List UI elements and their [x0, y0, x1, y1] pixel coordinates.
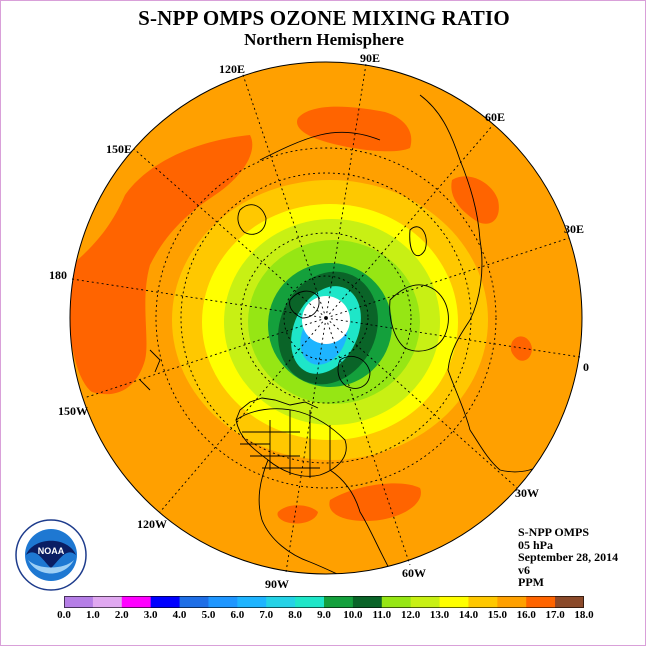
lon-label-30w: 30W [515, 486, 539, 500]
lon-label-30e: 30E [564, 222, 585, 236]
logo-bird [26, 540, 76, 568]
colorbar-tick-label: 7.0 [259, 609, 274, 621]
latitude-circle [240, 232, 412, 404]
colorbar-swatch [526, 596, 556, 608]
colorbar-swatch [439, 596, 469, 608]
ozone-band-15 [70, 135, 253, 395]
ozone-band-15 [277, 505, 318, 524]
colorbar-tick-label: 9.0 [317, 609, 331, 621]
colorbar-swatch [410, 596, 441, 608]
graticule [71, 63, 581, 573]
colorbar-tick-label: 18.0 [574, 609, 594, 621]
colorbar-tick-label: 17.0 [545, 609, 565, 621]
ozone-band-15 [451, 176, 499, 224]
colorbar [64, 596, 584, 608]
colorbar-tick-label: 15.0 [487, 609, 507, 621]
colorbar-tick-label: 13.0 [429, 609, 450, 621]
colorbar-swatch [237, 596, 267, 608]
ozone-field [70, 62, 582, 574]
lon-label-120w: 120W [137, 517, 167, 531]
ozone-band-15 [329, 483, 421, 522]
lon-label-90e: 90E [360, 51, 381, 65]
noaa-logo: NOAA [15, 519, 87, 591]
ozone-band-15 [510, 336, 532, 361]
colorbar-tick-label: 5.0 [201, 609, 216, 621]
colorbar-swatch [64, 596, 94, 608]
lon-label-150e: 150E [106, 142, 133, 156]
lon-label-60w: 60W [402, 566, 426, 580]
colorbar-tick-label: 6.0 [230, 609, 245, 621]
latitude-circle [180, 172, 472, 464]
colorbar-swatch [150, 596, 181, 608]
map-subtitle: Northern Hemisphere [244, 30, 404, 49]
info-units: PPM [518, 575, 544, 589]
colorbar-swatch [179, 596, 209, 608]
colorbar-tick-label: 1.0 [86, 609, 100, 621]
lon-label-120e: 120E [219, 62, 246, 76]
colorbar-tick-label: 16.0 [516, 609, 536, 621]
colorbar-swatch [497, 596, 527, 608]
colorbar-tick-label: 0.0 [57, 609, 71, 621]
colorbar-swatch [266, 596, 296, 608]
colorbar-tick-label: 3.0 [143, 609, 158, 621]
logo-text: NOAA [38, 546, 65, 556]
colorbar-tick-label: 10.0 [343, 609, 363, 621]
info-instrument: S-NPP OMPS [518, 525, 589, 539]
info-level: 05 hPa [518, 537, 554, 552]
colorbar-swatch [381, 596, 412, 608]
latitude-circle [283, 275, 369, 361]
lon-label-150w: 150W [58, 404, 88, 418]
colorbar-swatch [352, 596, 383, 608]
colorbar-swatch [295, 596, 325, 608]
colorbar-border [64, 596, 584, 608]
ozone-band-15 [296, 106, 412, 152]
colorbar-tick-label: 2.0 [114, 609, 129, 621]
colorbar-tick-label: 12.0 [401, 609, 421, 621]
colorbar-swatch [121, 596, 152, 608]
colorbar-swatch [555, 596, 584, 608]
info-date: September 28, 2014 [518, 550, 619, 564]
map-boundary [69, 61, 583, 575]
colorbar-tick-label: 8.0 [288, 609, 302, 621]
colorbar-swatch [324, 596, 354, 608]
colorbar-tick-label: 14.0 [458, 609, 479, 621]
lon-label-60e: 60E [485, 110, 506, 124]
logo-wave [28, 560, 74, 574]
latitude-circle [155, 147, 497, 489]
colorbar-tick-label: 4.0 [172, 609, 187, 621]
meridian-60w [325, 317, 411, 566]
colorbar-swatch [468, 596, 498, 608]
product-info: S-NPP OMPS 05 hPa September 28, 2014 v6 … [518, 526, 618, 589]
meridian-120e [241, 71, 327, 319]
lon-label-180: 180 [49, 268, 67, 282]
lon-label-0: 0 [583, 360, 589, 374]
colorbar-tick-label: 11.0 [372, 609, 392, 621]
map-title: S-NPP OMPS OZONE MIXING RATIO [138, 6, 510, 30]
info-version: v6 [518, 562, 530, 577]
lon-label-90w: 90W [265, 577, 289, 591]
colorbar-swatch [208, 596, 238, 608]
colorbar-swatch [92, 596, 123, 608]
